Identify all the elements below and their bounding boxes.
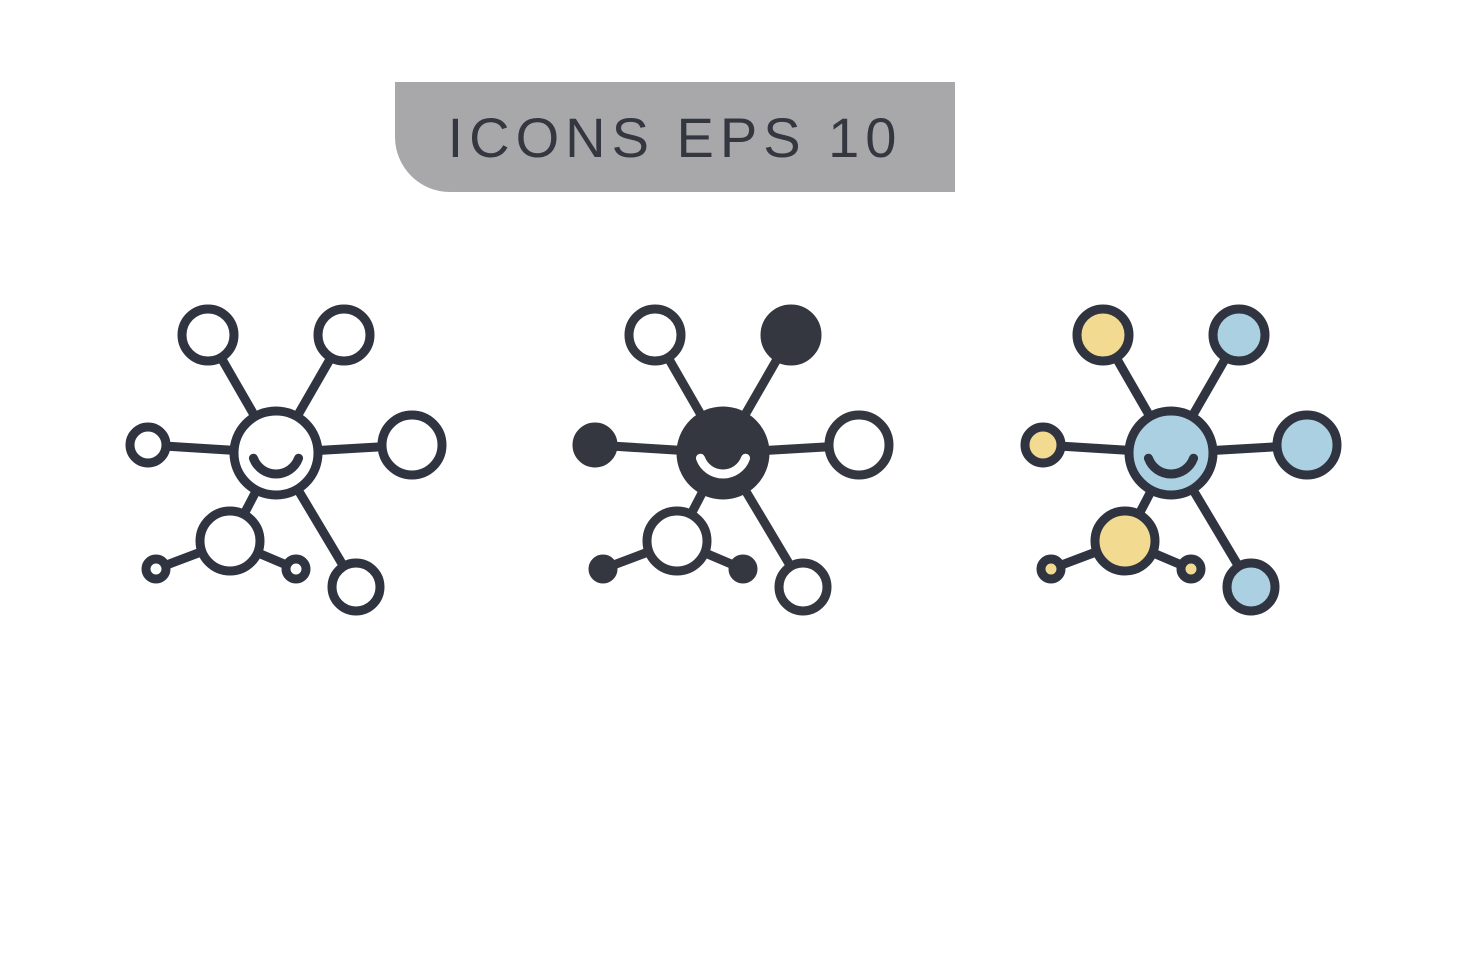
network-icon-color (1023, 295, 1343, 615)
network-icon (128, 295, 448, 615)
icons-row (0, 285, 1470, 625)
network-icon (1023, 295, 1343, 615)
network-icon (575, 295, 895, 615)
network-icon-outline (128, 295, 448, 615)
header-badge: ICONS EPS 10 (395, 82, 955, 192)
network-icon-solid (575, 295, 895, 615)
header-title: ICONS EPS 10 (448, 105, 903, 170)
